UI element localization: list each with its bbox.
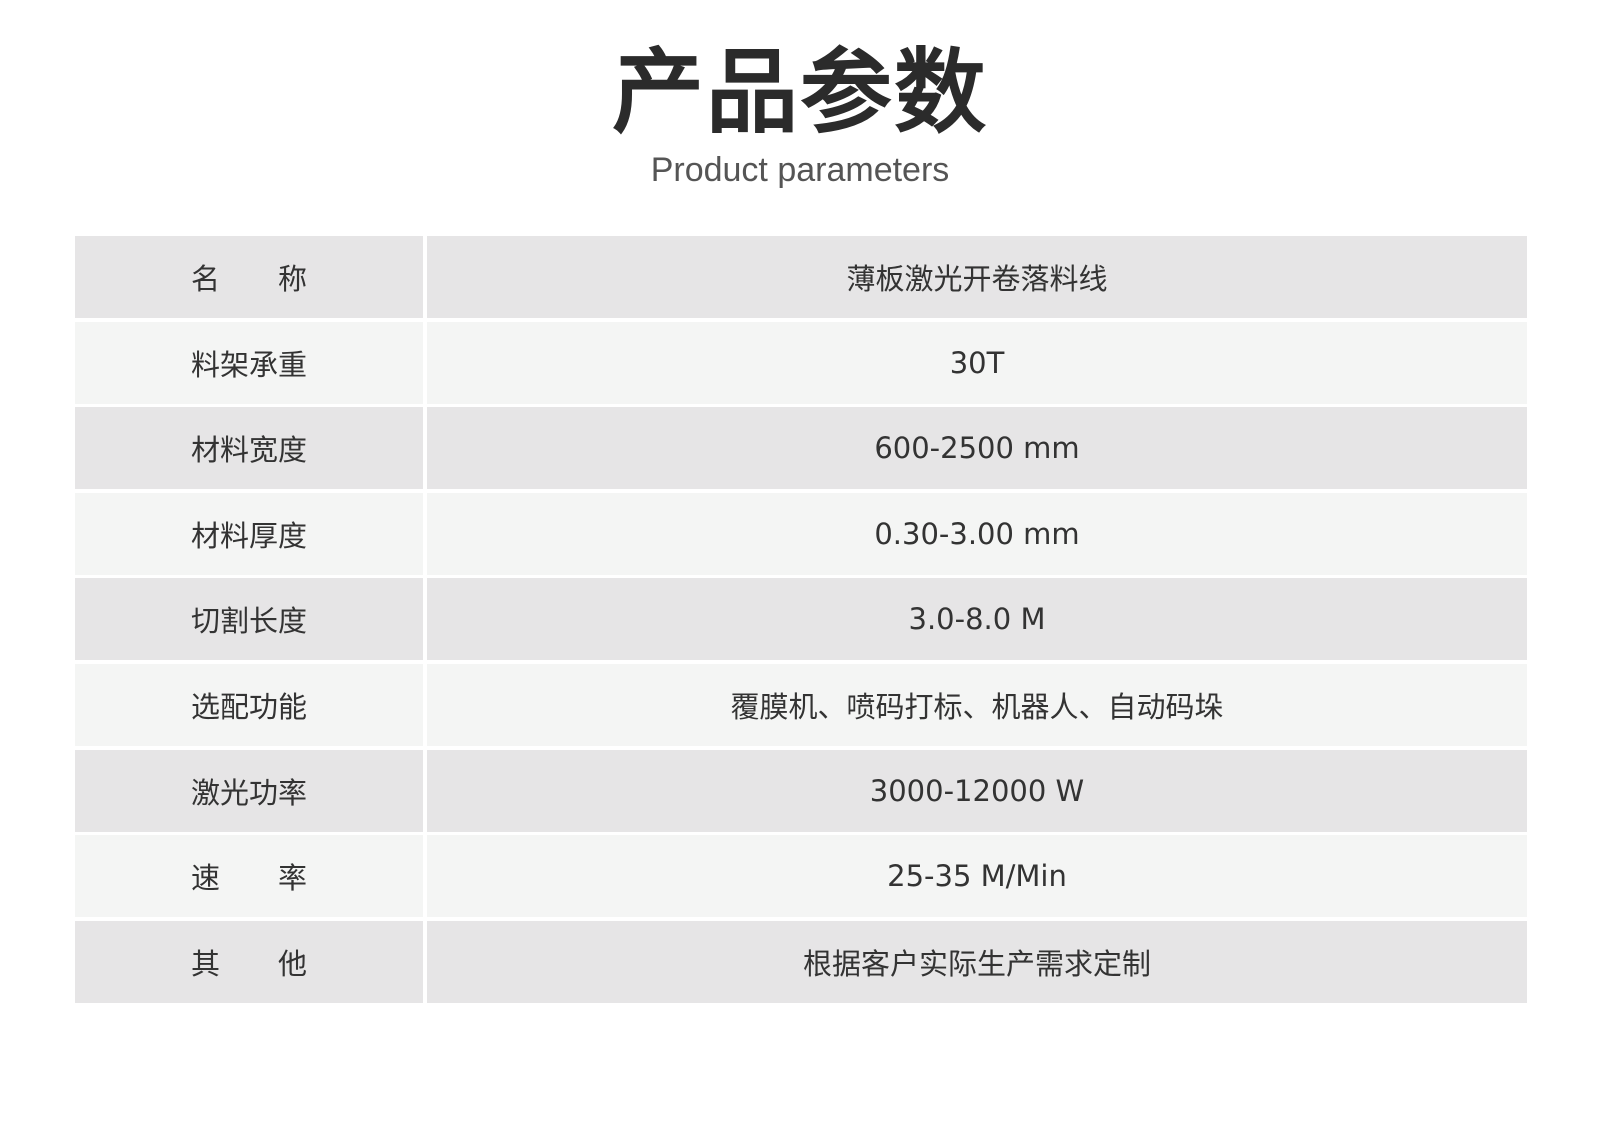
table-row: 切割长度 3.0-8.0 M <box>75 578 1527 661</box>
row-value: 600-2500 mm <box>427 407 1527 490</box>
table-row: 其 他根据客户实际生产需求定制 <box>75 920 1527 1003</box>
row-value: 3.0-8.0 M <box>427 578 1527 661</box>
page-subtitle: Product parameters <box>650 151 950 189</box>
table-row: 名 称薄板激光开卷落料线 <box>75 236 1527 318</box>
row-label: 其 他 <box>75 920 423 1003</box>
row-value: 0.30-3.00 mm <box>427 492 1527 575</box>
parameters-table: 名 称薄板激光开卷落料线 料架承重 30T 材料宽度 600-2500 mm 材料厚… <box>75 236 1527 1006</box>
row-value: 3000-12000 W <box>427 749 1527 832</box>
table-row: 材料厚度 0.30-3.00 mm <box>75 492 1527 575</box>
table-row: 激光功率 3000-12000 W <box>75 749 1527 832</box>
row-value: 覆膜机、喷码打标、机器人、自动码垛 <box>427 663 1527 746</box>
row-value: 30T <box>427 321 1527 404</box>
row-label: 名 称 <box>75 236 423 318</box>
row-label: 激光功率 <box>75 749 423 832</box>
row-label: 材料宽度 <box>75 407 423 490</box>
row-label: 选配功能 <box>75 663 423 746</box>
row-value: 25-35 M/Min <box>427 835 1527 918</box>
table-row: 料架承重 30T <box>75 321 1527 404</box>
row-label: 切割长度 <box>75 578 423 661</box>
page-title: 产品参数 <box>611 39 988 146</box>
row-label: 速 率 <box>75 835 423 918</box>
row-label: 料架承重 <box>75 321 423 404</box>
row-label: 材料厚度 <box>75 492 423 575</box>
row-value: 薄板激光开卷落料线 <box>427 236 1527 318</box>
table-row: 材料宽度 600-2500 mm <box>75 407 1527 490</box>
table-row: 选配功能 覆膜机、喷码打标、机器人、自动码垛 <box>75 663 1527 746</box>
table-row: 速 率 25-35 M/Min <box>75 835 1527 918</box>
row-value: 根据客户实际生产需求定制 <box>427 920 1527 1003</box>
